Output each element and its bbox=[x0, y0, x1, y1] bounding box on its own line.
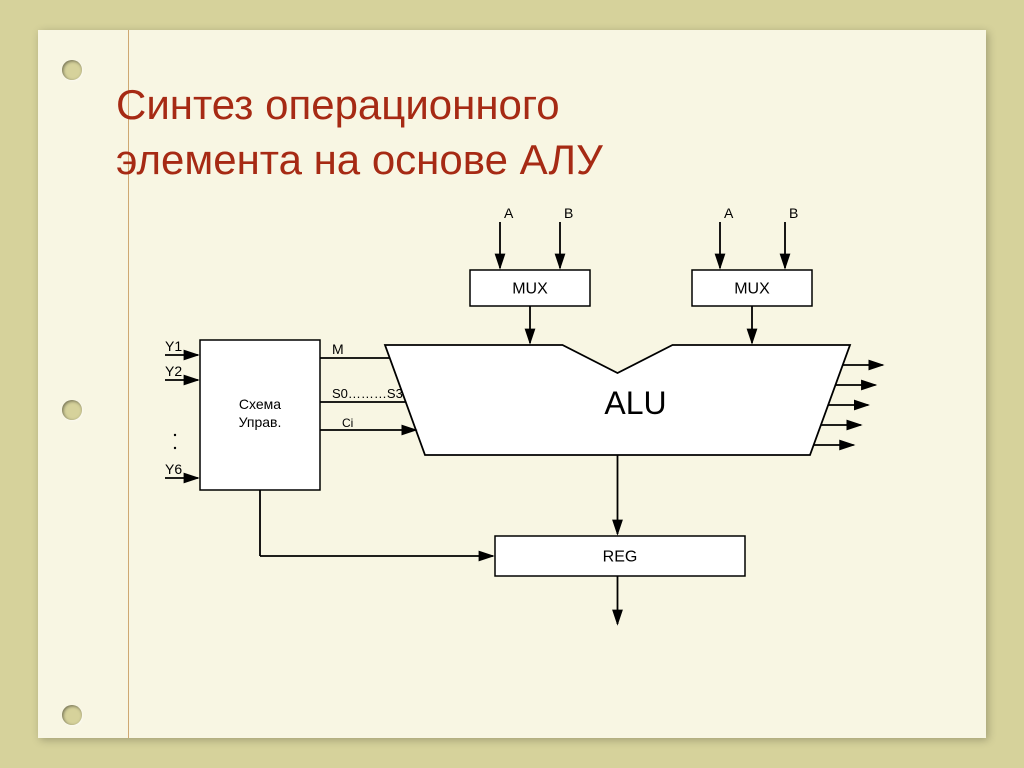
punch-hole bbox=[62, 400, 82, 420]
svg-text:Y6: Y6 bbox=[165, 461, 182, 477]
svg-text:S0………S3: S0………S3 bbox=[332, 386, 403, 401]
svg-text:MUX: MUX bbox=[512, 281, 548, 298]
slide-container: Синтез операционного элемента на основе … bbox=[0, 0, 1024, 768]
title-line-1: Синтез операционного bbox=[116, 81, 560, 128]
svg-text:B: B bbox=[564, 205, 573, 221]
punch-hole bbox=[62, 60, 82, 80]
svg-text:ALU: ALU bbox=[604, 385, 666, 421]
svg-text:A: A bbox=[724, 205, 734, 221]
svg-text:M: M bbox=[332, 341, 344, 357]
svg-text:MUX: MUX bbox=[734, 281, 770, 298]
page-title: Синтез операционного элемента на основе … bbox=[116, 78, 603, 187]
svg-text:A: A bbox=[504, 205, 514, 221]
svg-text:Y1: Y1 bbox=[165, 338, 182, 354]
title-line-2: элемента на основе АЛУ bbox=[116, 136, 603, 183]
svg-text:B: B bbox=[789, 205, 798, 221]
svg-text:Y2: Y2 bbox=[165, 363, 182, 379]
alu-diagram: A B A B MUX MUX Схема Управ. Y1 Y2 Y6 ALU M S0………S3 Ci… bbox=[160, 200, 920, 660]
punch-hole bbox=[62, 705, 82, 725]
svg-text:REG: REG bbox=[603, 549, 638, 566]
svg-text:Ci: Ci bbox=[342, 416, 353, 430]
svg-text:Управ.: Управ. bbox=[239, 414, 282, 430]
svg-text:Схема: Схема bbox=[239, 396, 281, 412]
